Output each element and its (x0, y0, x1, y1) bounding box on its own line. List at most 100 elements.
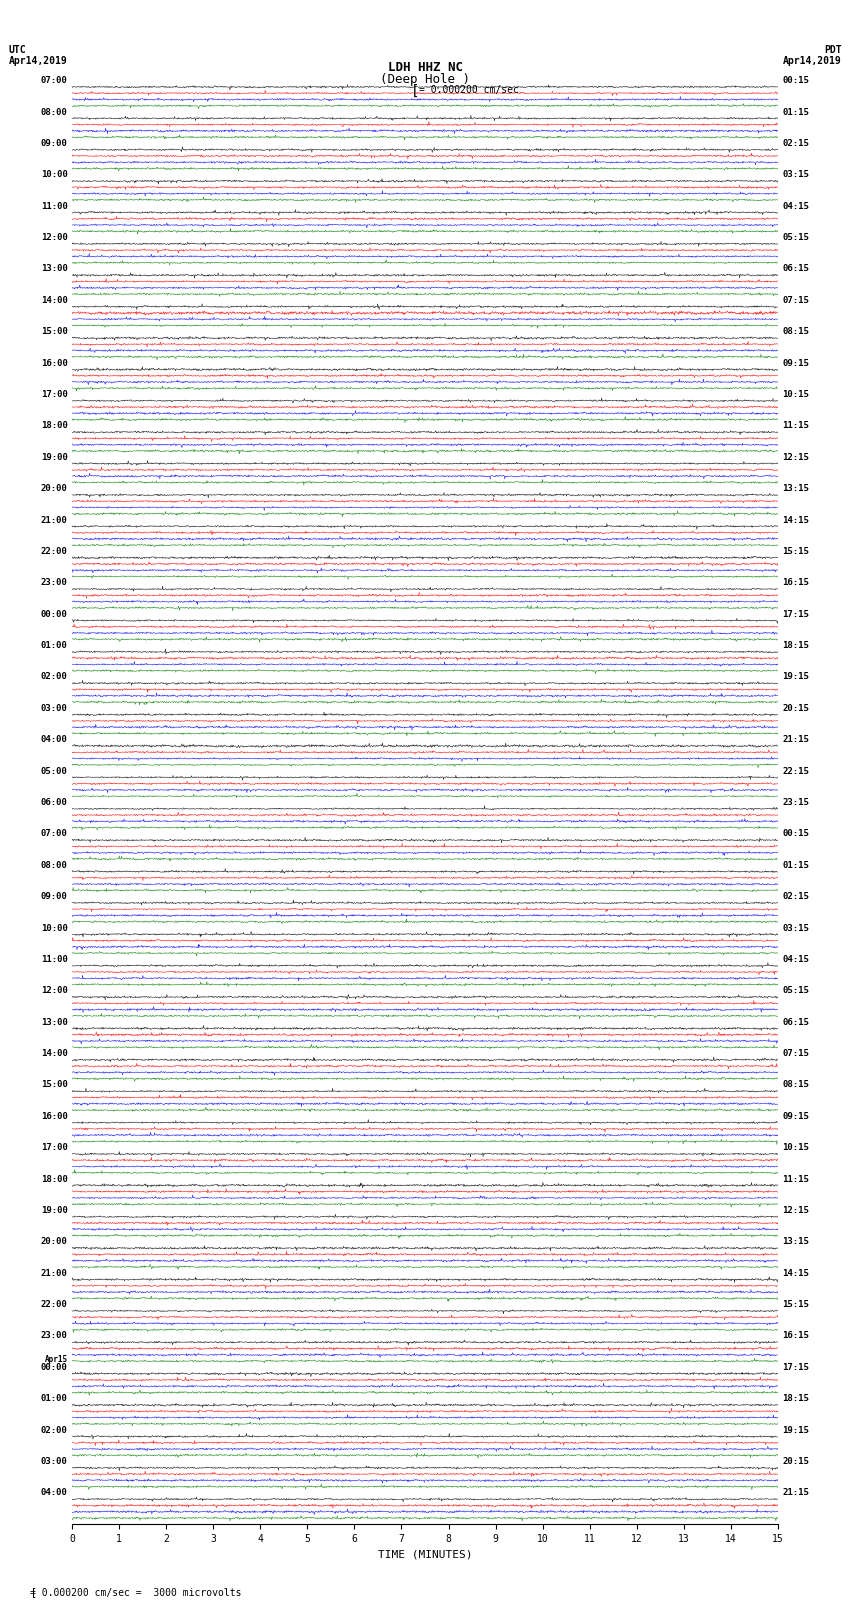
Text: Apr14,2019: Apr14,2019 (783, 56, 842, 66)
Text: 17:15: 17:15 (783, 610, 809, 619)
Text: 20:15: 20:15 (783, 1457, 809, 1466)
Text: 15:15: 15:15 (783, 547, 809, 556)
Text: 12:00: 12:00 (41, 232, 67, 242)
Text: 15:00: 15:00 (41, 1081, 67, 1089)
Text: 16:15: 16:15 (783, 579, 809, 587)
Text: 10:15: 10:15 (783, 1144, 809, 1152)
Text: 04:15: 04:15 (783, 202, 809, 211)
Text: 16:15: 16:15 (783, 1331, 809, 1340)
Text: 10:00: 10:00 (41, 924, 67, 932)
Text: 11:00: 11:00 (41, 202, 67, 211)
Text: 04:15: 04:15 (783, 955, 809, 965)
Text: 00:15: 00:15 (783, 76, 809, 85)
Text: (Deep Hole ): (Deep Hole ) (380, 73, 470, 85)
Text: 00:15: 00:15 (783, 829, 809, 839)
Text: 23:15: 23:15 (783, 798, 809, 806)
Text: 07:15: 07:15 (783, 295, 809, 305)
Text: 14:00: 14:00 (41, 295, 67, 305)
Text: 05:00: 05:00 (41, 766, 67, 776)
Text: 05:15: 05:15 (783, 986, 809, 995)
Text: [: [ (411, 84, 419, 98)
Text: 07:00: 07:00 (41, 76, 67, 85)
Text: 16:00: 16:00 (41, 1111, 67, 1121)
Text: 02:00: 02:00 (41, 673, 67, 681)
Text: 03:15: 03:15 (783, 171, 809, 179)
Text: 10:15: 10:15 (783, 390, 809, 398)
Text: 20:15: 20:15 (783, 703, 809, 713)
Text: 08:15: 08:15 (783, 327, 809, 336)
Text: 21:00: 21:00 (41, 1269, 67, 1277)
Text: 10:00: 10:00 (41, 171, 67, 179)
Text: 12:15: 12:15 (783, 453, 809, 461)
Text: 09:00: 09:00 (41, 892, 67, 902)
Text: 22:00: 22:00 (41, 1300, 67, 1310)
Text: 15:15: 15:15 (783, 1300, 809, 1310)
Text: 21:15: 21:15 (783, 736, 809, 744)
Text: 14:00: 14:00 (41, 1048, 67, 1058)
Text: 13:15: 13:15 (783, 484, 809, 494)
Text: 13:15: 13:15 (783, 1237, 809, 1247)
Text: 12:15: 12:15 (783, 1207, 809, 1215)
Text: 11:15: 11:15 (783, 1174, 809, 1184)
Text: 09:00: 09:00 (41, 139, 67, 148)
Text: 19:15: 19:15 (783, 673, 809, 681)
Text: 06:00: 06:00 (41, 798, 67, 806)
Text: = 0.000200 cm/sec =  3000 microvolts: = 0.000200 cm/sec = 3000 microvolts (30, 1589, 241, 1598)
Text: 04:00: 04:00 (41, 736, 67, 744)
Text: 17:00: 17:00 (41, 1144, 67, 1152)
Text: 23:00: 23:00 (41, 1331, 67, 1340)
Text: 08:00: 08:00 (41, 108, 67, 116)
Text: 12:00: 12:00 (41, 986, 67, 995)
Text: 02:15: 02:15 (783, 139, 809, 148)
Text: 08:15: 08:15 (783, 1081, 809, 1089)
Text: 11:00: 11:00 (41, 955, 67, 965)
Text: 22:15: 22:15 (783, 766, 809, 776)
Text: 14:15: 14:15 (783, 1269, 809, 1277)
Text: 03:00: 03:00 (41, 703, 67, 713)
X-axis label: TIME (MINUTES): TIME (MINUTES) (377, 1550, 473, 1560)
Text: 19:00: 19:00 (41, 453, 67, 461)
Text: 07:15: 07:15 (783, 1048, 809, 1058)
Text: 00:00: 00:00 (41, 1363, 67, 1373)
Text: 07:00: 07:00 (41, 829, 67, 839)
Text: 02:00: 02:00 (41, 1426, 67, 1434)
Text: 11:15: 11:15 (783, 421, 809, 431)
Text: Apr15: Apr15 (44, 1355, 67, 1363)
Text: 21:00: 21:00 (41, 516, 67, 524)
Text: 01:15: 01:15 (783, 861, 809, 869)
Text: 20:00: 20:00 (41, 1237, 67, 1247)
Text: 15:00: 15:00 (41, 327, 67, 336)
Text: 17:00: 17:00 (41, 390, 67, 398)
Text: 09:15: 09:15 (783, 1111, 809, 1121)
Text: 21:15: 21:15 (783, 1489, 809, 1497)
Text: 01:15: 01:15 (783, 108, 809, 116)
Text: Apr14,2019: Apr14,2019 (8, 56, 67, 66)
Text: 00:00: 00:00 (41, 610, 67, 619)
Text: LDH HHZ NC: LDH HHZ NC (388, 61, 462, 74)
Text: 01:00: 01:00 (41, 640, 67, 650)
Text: 03:00: 03:00 (41, 1457, 67, 1466)
Text: 03:15: 03:15 (783, 924, 809, 932)
Text: [: [ (17, 1587, 37, 1597)
Text: 02:15: 02:15 (783, 892, 809, 902)
Text: 20:00: 20:00 (41, 484, 67, 494)
Text: 13:00: 13:00 (41, 265, 67, 274)
Text: 18:00: 18:00 (41, 1174, 67, 1184)
Text: 18:00: 18:00 (41, 421, 67, 431)
Text: 19:00: 19:00 (41, 1207, 67, 1215)
Text: 16:00: 16:00 (41, 358, 67, 368)
Text: 23:00: 23:00 (41, 579, 67, 587)
Text: 08:00: 08:00 (41, 861, 67, 869)
Text: PDT: PDT (824, 45, 842, 55)
Text: 18:15: 18:15 (783, 640, 809, 650)
Text: 06:15: 06:15 (783, 1018, 809, 1026)
Text: UTC: UTC (8, 45, 26, 55)
Text: = 0.000200 cm/sec: = 0.000200 cm/sec (419, 85, 518, 95)
Text: 19:15: 19:15 (783, 1426, 809, 1434)
Text: 09:15: 09:15 (783, 358, 809, 368)
Text: 05:15: 05:15 (783, 232, 809, 242)
Text: 01:00: 01:00 (41, 1394, 67, 1403)
Text: 18:15: 18:15 (783, 1394, 809, 1403)
Text: 04:00: 04:00 (41, 1489, 67, 1497)
Text: 06:15: 06:15 (783, 265, 809, 274)
